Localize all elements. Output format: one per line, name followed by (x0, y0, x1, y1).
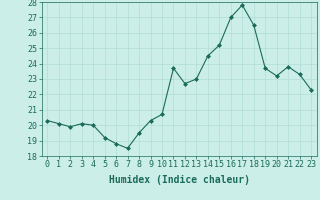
X-axis label: Humidex (Indice chaleur): Humidex (Indice chaleur) (109, 175, 250, 185)
